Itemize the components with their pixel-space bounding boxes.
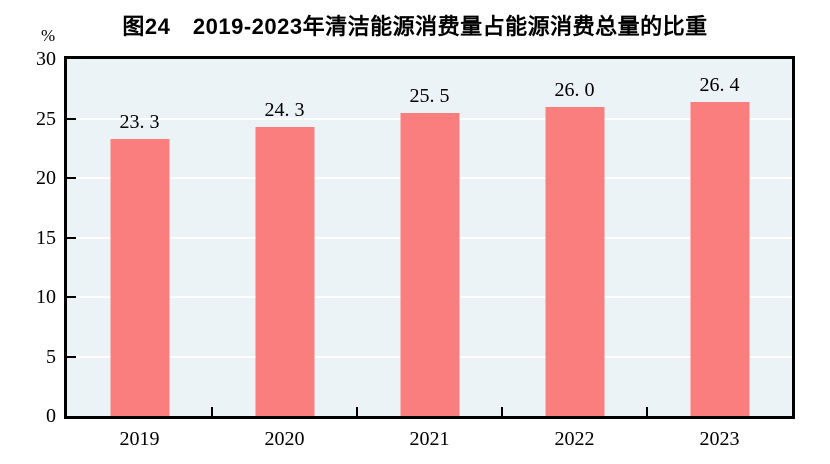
x-tick-3: [501, 407, 503, 416]
bar-2023: [690, 101, 749, 416]
bar-value-label-2019: 23. 3: [119, 110, 160, 133]
y-tick-10: [67, 296, 76, 298]
bar-value-label-2022: 26. 0: [554, 78, 595, 101]
x-axis-label-2019: 2019: [119, 428, 160, 450]
y-tick-5: [67, 355, 76, 358]
x-tick-2: [356, 407, 358, 416]
y-axis-label-10: 10: [36, 286, 56, 308]
bar-2021: [400, 112, 459, 416]
bar-value-label-2021: 25. 5: [409, 84, 450, 107]
y-axis-label-20: 20: [36, 167, 56, 189]
y-tick-15: [67, 236, 76, 239]
x-axis-label-2022: 2022: [554, 428, 595, 450]
plot-area: 23. 3 24. 3 25. 5 26. 0 26. 4: [64, 56, 795, 419]
y-axis-label-30: 30: [36, 48, 56, 70]
y-axis-label-15: 15: [36, 226, 56, 249]
x-axis-label-2021: 2021: [409, 428, 450, 450]
y-axis-unit-label: %: [41, 26, 56, 45]
y-axis-label-25: 25: [36, 107, 56, 130]
y-tick-20: [67, 177, 76, 179]
x-tick-1: [211, 407, 213, 416]
x-axis-label-2020: 2020: [264, 428, 305, 450]
y-tick-25: [67, 117, 76, 120]
chart-title: 图24 2019-2023年清洁能源消费量占能源消费总量的比重: [122, 14, 708, 39]
bar-value-label-2023: 26. 4: [699, 73, 740, 96]
x-axis-label-2023: 2023: [699, 428, 740, 450]
bar-2022: [545, 106, 604, 416]
y-axis-label-0: 0: [46, 405, 56, 427]
bar-2019: [110, 138, 169, 416]
bar-value-label-2020: 24. 3: [264, 98, 305, 121]
x-tick-4: [646, 407, 648, 416]
y-axis-label-5: 5: [46, 345, 56, 368]
bar-2020: [255, 126, 314, 416]
